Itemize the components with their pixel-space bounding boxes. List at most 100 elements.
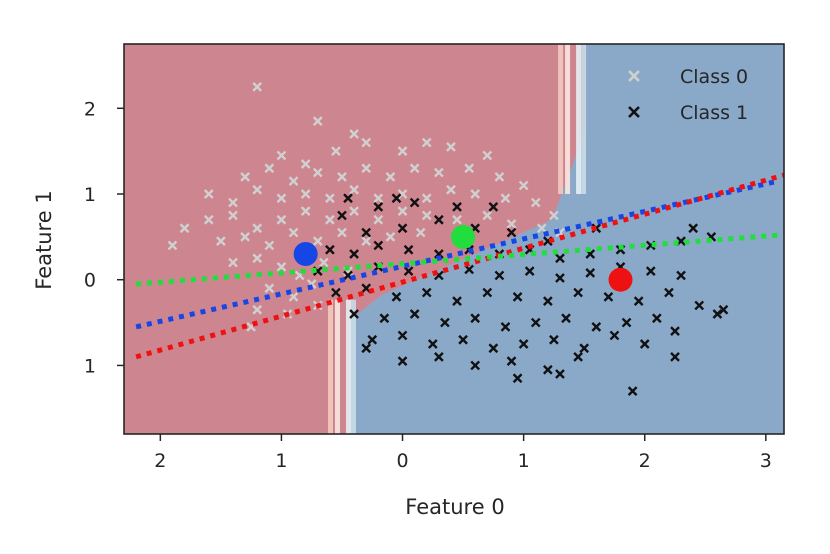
point-class-0 [470,189,481,199]
point-class-0 [500,193,511,204]
point-class-0 [331,146,341,156]
point-class-1 [670,326,680,336]
point-class-1 [512,292,523,302]
point-class-1 [403,244,414,255]
y-tick-label: 1 [84,355,96,377]
point-class-0 [385,232,396,242]
y-tick-label: 2 [84,98,96,120]
y-axis-ticks: 2 1 0 1 [84,98,124,377]
point-class-0 [276,262,287,272]
x-axis-label: Feature 0 [405,495,504,519]
point-class-0 [434,167,444,178]
point-class-1 [609,330,620,341]
point-class-0 [446,184,456,195]
point-class-1 [470,313,481,324]
point-class-0 [397,189,408,199]
point-class-0 [252,82,263,92]
point-class-1 [397,330,408,341]
point-class-1 [694,300,705,311]
point-class-1 [591,322,602,332]
plot-frame [123,43,785,435]
point-class-1 [458,334,468,345]
point-class-1 [573,287,583,298]
point-class-0 [216,236,226,246]
point-class-1 [651,313,662,324]
centroid-marker [608,267,633,292]
point-class-1 [603,292,614,302]
point-class-1 [373,240,384,251]
point-class-1 [367,334,378,345]
point-class-1 [397,356,408,366]
point-class-0 [252,304,263,315]
point-class-1 [494,270,505,281]
point-class-1 [488,202,499,212]
point-class-1 [664,287,674,298]
point-class-0 [361,236,372,246]
boundary-band [350,299,356,434]
point-class-1 [403,266,414,276]
fit-lines [135,172,784,360]
point-class-1 [718,304,729,315]
point-class-0 [482,150,493,161]
legend-marker [628,106,640,118]
point-class-1 [549,334,559,345]
point-class-0 [203,189,214,199]
point-class-1 [543,296,553,306]
point-class-1 [337,210,347,221]
point-class-0 [482,210,493,221]
point-class-0 [276,214,287,225]
point-class-1 [373,202,384,212]
point-class-1 [506,227,517,238]
centroid-marker [293,242,318,266]
point-class-1 [621,317,632,328]
point-class-0 [276,150,287,161]
point-class-0 [325,193,335,204]
point-class-0 [240,232,250,242]
point-class-1 [712,309,723,319]
point-class-1 [331,287,341,298]
point-class-0 [536,223,547,234]
point-class-0 [240,172,250,182]
point-class-1 [361,227,372,238]
y-tick-label: 0 [84,270,96,292]
legend: Class 0 Class 1 [628,66,748,124]
point-class-1 [434,352,444,362]
point-class-0 [276,193,287,204]
point-class-1 [409,309,420,319]
centroids [293,224,633,292]
point-class-0 [252,223,263,234]
point-class-0 [325,214,335,225]
x-tick-label: 1 [275,450,287,472]
point-class-0 [167,240,178,251]
point-class-0 [228,257,238,268]
boundary-band [576,44,582,194]
boundary-band [327,299,333,434]
x-tick-label: 1 [518,450,530,472]
point-class-0 [421,210,432,221]
point-class-0 [264,163,275,174]
point-class-0 [373,214,384,225]
point-class-0 [464,163,474,174]
point-class-0 [179,223,190,234]
point-class-0 [446,142,456,152]
point-class-1 [397,223,408,234]
x-axis-ticks: 2 1 0 1 2 3 [154,434,772,472]
point-class-1 [440,317,450,328]
point-class-0 [361,163,372,174]
point-class-1 [343,193,353,204]
point-class-0 [264,240,275,251]
point-class-0 [203,214,214,225]
boundary-band [334,299,340,434]
point-class-1 [349,249,359,259]
point-class-1 [585,268,596,278]
point-class-1 [530,317,541,328]
point-class-0 [288,227,299,238]
point-class-1 [518,339,529,349]
point-class-1 [391,292,402,302]
point-class-0 [349,206,359,216]
point-class-1 [633,296,644,306]
point-class-1 [555,369,565,379]
point-class-0 [264,283,275,294]
point-class-0 [530,197,541,208]
